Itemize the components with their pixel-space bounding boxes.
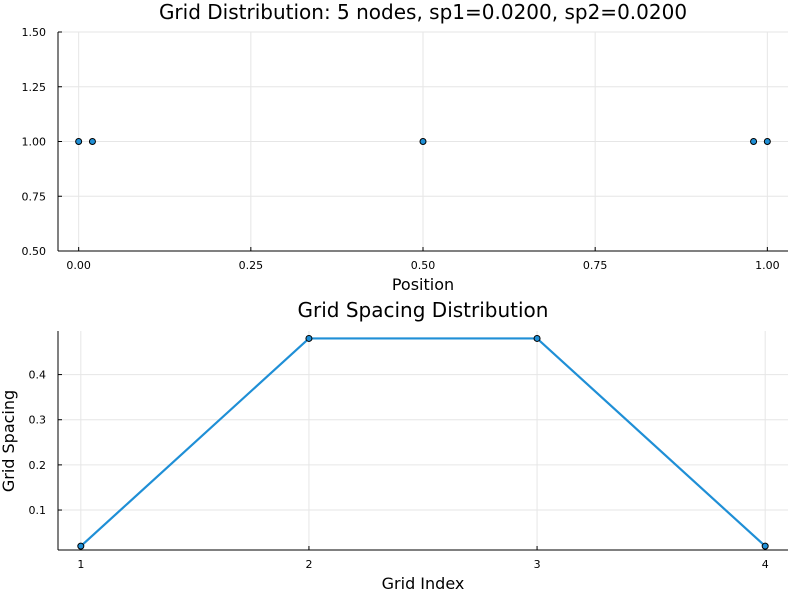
y-tick-label: 1.25 [22,81,47,94]
y-tick-label: 0.75 [22,190,47,203]
data-point [533,334,541,342]
x-tick-label: 0.00 [66,259,91,272]
y-tick-label: 0.2 [29,459,47,472]
axes [57,31,788,252]
gridlines [58,331,788,550]
x-tick-label: 2 [305,558,312,571]
x-tick-label: 0.50 [411,259,436,272]
y-tick-label: 1.00 [22,136,47,149]
x-axis-label: Grid Index [382,574,465,593]
axes [57,331,788,551]
data-point [75,138,83,145]
chart-title: Grid Distribution: 5 nodes, sp1=0.0200, … [159,0,687,24]
y-tick-label: 0.4 [29,369,47,382]
data-point [305,334,313,342]
x-tick-label: 0.75 [583,259,608,272]
y-tick-label: 1.50 [22,26,47,39]
x-tick-label: 1 [77,558,84,571]
y-axis-label: Grid Spacing [0,390,18,492]
y-tick-label: 0.50 [22,245,47,258]
series-line [80,337,766,547]
y-tick-label: 0.3 [29,414,47,427]
data-point [88,138,96,145]
grid-spacing-panel: Grid Spacing Distribution 1 2 3 4 0.1 0.2 0.3 0… [0,298,788,593]
y-tick-label: 0.1 [29,504,47,517]
x-tick-label: 0.25 [239,259,264,272]
data-points [75,138,771,145]
data-point [77,542,85,550]
chart-title: Grid Spacing Distribution [298,298,549,322]
tick-labels: 0.00 0.25 0.50 0.75 1.00 0.50 0.75 1.00 1.25 1.50 [22,26,780,272]
data-point [763,138,771,145]
data-series [77,334,769,550]
x-tick-label: 1.00 [755,259,780,272]
data-point [761,542,769,550]
grid-distribution-panel: Grid Distribution: 5 nodes, sp1=0.0200, … [22,0,788,294]
x-tick-label: 3 [534,558,541,571]
x-tick-label: 4 [762,558,769,571]
data-point [750,138,758,145]
tick-labels: 1 2 3 4 0.1 0.2 0.3 0.4 [29,369,769,571]
data-point [419,138,427,145]
x-axis-label: Position [392,275,454,294]
